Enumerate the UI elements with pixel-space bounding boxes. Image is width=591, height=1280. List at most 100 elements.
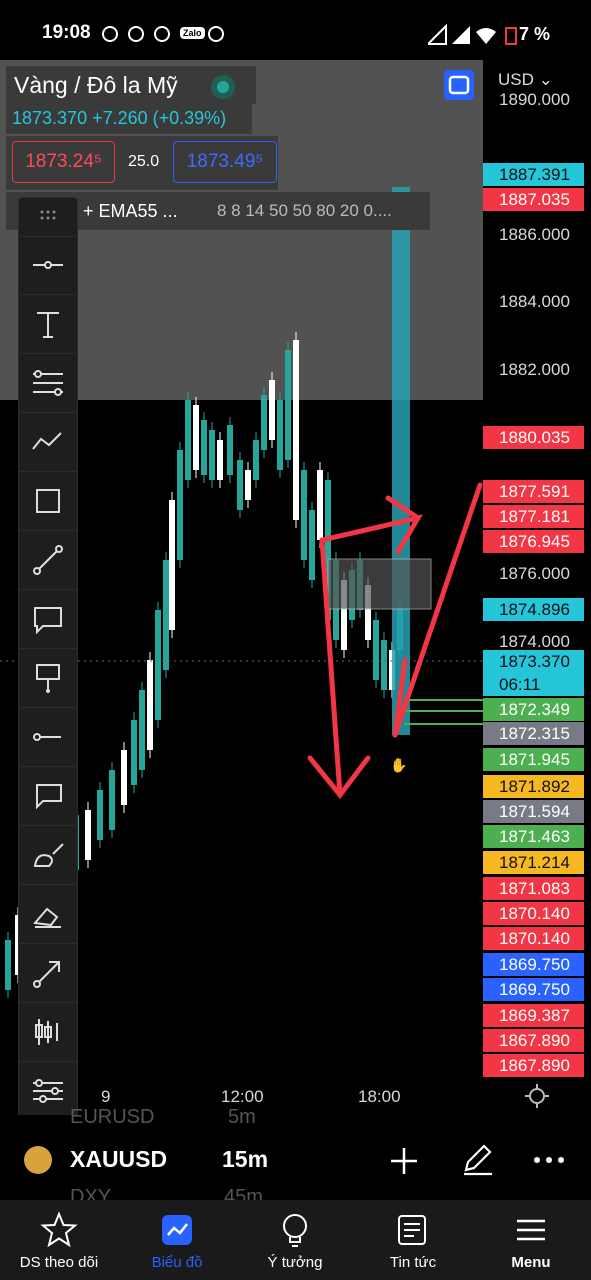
price-tag: 06:11 — [483, 673, 584, 696]
candle-body — [285, 350, 291, 460]
brush-tool[interactable] — [19, 826, 77, 885]
pattern-tool[interactable] — [19, 413, 77, 472]
callout-tool[interactable] — [19, 590, 77, 649]
nav-label: DS theo dõi — [19, 1254, 99, 1271]
settings-list-tool[interactable] — [19, 1062, 77, 1120]
candle-body — [109, 770, 115, 830]
status-time: 19:08 — [42, 22, 91, 43]
horizontal-line-tool[interactable] — [19, 708, 77, 767]
candle-body — [163, 560, 169, 670]
candle-body — [309, 510, 315, 580]
crosshair-icon — [33, 261, 63, 269]
fullscreen-button[interactable] — [444, 70, 474, 100]
candle-body — [201, 420, 207, 475]
ghost-symbol-above: EURUSD — [70, 1106, 155, 1128]
cursor-mark: ✋ — [390, 757, 407, 774]
star-icon — [40, 1211, 78, 1248]
price-tag: 1870.140 — [483, 927, 584, 950]
candle-body — [121, 750, 127, 805]
rectangle-tool[interactable] — [19, 472, 77, 531]
price-tag: 1871.594 — [483, 800, 584, 823]
bid-ask-bg — [6, 136, 278, 190]
nav-ideas[interactable]: Ý tưởng — [236, 1200, 354, 1280]
fullscreen-icon — [448, 75, 470, 95]
candle-body — [97, 790, 103, 840]
comment-tool[interactable] — [19, 767, 77, 826]
nav-watchlist[interactable]: DS theo dõi — [0, 1200, 118, 1280]
candle-body — [261, 395, 267, 450]
symbol-row[interactable] — [0, 1115, 591, 1200]
nav-chart[interactable]: Biểu đồ — [118, 1200, 236, 1280]
time-label: 18:00 — [358, 1087, 401, 1106]
trend-line-tool[interactable] — [19, 531, 77, 590]
price-tag: 1871.214 — [483, 851, 584, 874]
price-tag: 1887.035 — [483, 188, 584, 211]
candle-body — [325, 480, 331, 620]
price-tag: 1877.591 — [483, 480, 584, 503]
gold-coin-icon — [24, 1146, 52, 1174]
price-tag: 1874.896 — [483, 598, 584, 621]
toolbar-drag-handle[interactable] — [19, 198, 77, 237]
signal-wifi-icons — [428, 24, 517, 45]
arrow-tool[interactable] — [19, 944, 77, 1003]
candle-body — [277, 400, 283, 470]
price-tag: 1869.750 — [483, 978, 584, 1001]
messenger-icon — [208, 26, 224, 42]
price-tag: 1867.890 — [483, 1029, 584, 1052]
currency-select[interactable]: USD ⌄ — [498, 70, 553, 89]
object-tree-icon — [33, 1079, 63, 1103]
notification-icon — [154, 26, 170, 42]
cursor-tool[interactable] — [19, 236, 77, 295]
price-axis-label: 1876.000 — [499, 564, 570, 583]
symbol-title[interactable]: Vàng / Đô la Mỹ — [14, 72, 178, 98]
price-tag: 1871.463 — [483, 825, 584, 848]
candle-body — [317, 470, 323, 540]
candle-body — [381, 640, 387, 690]
more-icon[interactable] — [533, 1150, 565, 1170]
symbol-name[interactable]: XAUUSD — [70, 1146, 168, 1172]
candle-body — [217, 440, 223, 480]
candle-body — [253, 440, 259, 480]
indicator-tool[interactable] — [19, 1003, 77, 1062]
brush-icon — [33, 843, 64, 867]
price-tag: 1870.140 — [483, 902, 584, 925]
nav-menu[interactable]: Menu — [472, 1200, 590, 1280]
fib-tool[interactable] — [19, 354, 77, 413]
buy-button[interactable]: 1873.49⁵ — [173, 141, 277, 183]
interval-label[interactable]: 15m — [222, 1146, 269, 1172]
price-tag: 1872.349 — [483, 698, 584, 721]
add-icon[interactable] — [388, 1145, 420, 1177]
candle-body — [169, 500, 175, 630]
zone-rectangle — [327, 558, 432, 610]
price-axis-label: 1874.000 — [499, 632, 570, 651]
nav-label: Tin tức — [389, 1254, 437, 1271]
fib-retracement-icon — [33, 370, 63, 396]
indicator-params: 8 8 14 50 50 80 20 0.... — [217, 201, 392, 220]
nav-label: Menu — [511, 1254, 551, 1271]
quote-text: 1873.370 +7.260 (+0.39%) — [12, 108, 227, 128]
price-tag: 1872.315 — [483, 722, 584, 745]
chart-settings-icon[interactable] — [524, 1083, 550, 1109]
time-label: 9 — [101, 1087, 111, 1106]
arrow-icon — [33, 961, 60, 988]
sell-button[interactable]: 1873.24⁵ — [12, 141, 115, 183]
eraser-tool[interactable] — [19, 885, 77, 944]
trend-line-icon — [33, 545, 63, 575]
candle-body — [155, 610, 161, 720]
price-axis-label: 1886.000 — [499, 225, 570, 244]
nav-news[interactable]: Tin tức — [354, 1200, 472, 1280]
price-tag: 1876.945 — [483, 530, 584, 553]
dnd-icon — [102, 26, 118, 42]
price-label-icon — [36, 664, 60, 693]
battery-percent: 7 % — [519, 24, 551, 44]
price-note-tool[interactable] — [19, 649, 77, 708]
price-tag: 1880.035 — [483, 426, 584, 449]
candle-body — [365, 585, 371, 640]
nav-label: Biểu đồ — [151, 1254, 203, 1271]
price-tag: 1873.370 — [483, 650, 584, 673]
text-tool[interactable] — [19, 295, 77, 354]
candle-body — [185, 400, 191, 480]
bottom-nav — [0, 1200, 591, 1280]
candle-body — [139, 690, 145, 770]
pencil-icon[interactable] — [460, 1142, 496, 1178]
